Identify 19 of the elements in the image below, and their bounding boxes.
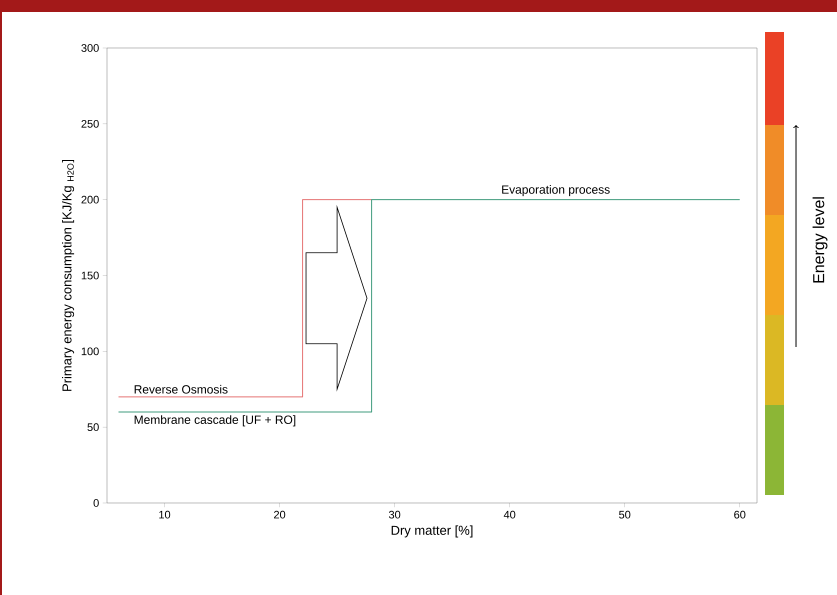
x-axis-title: Dry matter [%] bbox=[392, 525, 472, 538]
annotation: Evaporation process bbox=[502, 185, 610, 196]
x-tick-label: 10 bbox=[159, 510, 170, 519]
x-tick-label: 20 bbox=[274, 510, 286, 519]
y-axis-title: Primary energy consumption [KJ/Kg $_{H2O}$] bbox=[62, 160, 74, 391]
text: Energy level bbox=[812, 197, 828, 283]
y-tick-label: 50 bbox=[87, 423, 99, 432]
series-label: Reverse Osmosis bbox=[134, 384, 228, 394]
y-tick-label: 100 bbox=[82, 347, 99, 356]
y-tick-label: 300 bbox=[81, 44, 99, 52]
y-tick-label: 250 bbox=[81, 120, 99, 128]
x-tick-label: 40 bbox=[504, 510, 516, 519]
y-tick-label: 0 bbox=[94, 499, 99, 507]
y-tick-label: 200 bbox=[81, 196, 99, 204]
x-tick-label: 50 bbox=[619, 510, 630, 519]
x-tick-label: 30 bbox=[388, 510, 400, 519]
y-tick-label: 150 bbox=[82, 272, 99, 280]
x-tick-label: 60 bbox=[734, 510, 746, 519]
series-label: Membrane cascade [UF + RO] bbox=[134, 415, 296, 426]
